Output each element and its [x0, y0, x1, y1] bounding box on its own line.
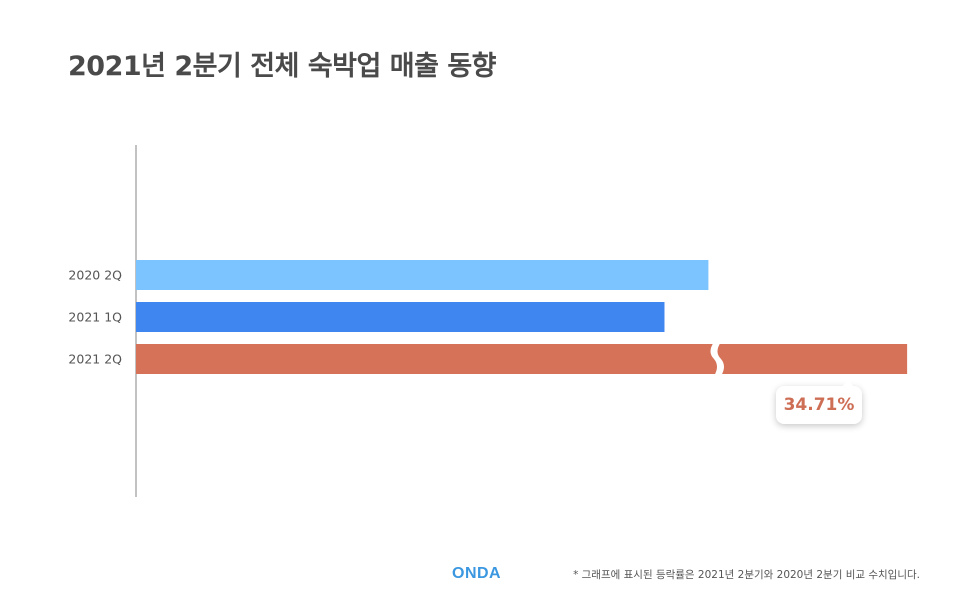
category-label: 2021 2Q — [68, 352, 122, 367]
bar-2020-2q — [136, 260, 709, 290]
axis-break-mark — [710, 342, 724, 376]
change-rate-callout: 34.71% — [776, 378, 862, 424]
category-label: 2020 2Q — [68, 268, 122, 283]
change-rate-value: 34.71% — [783, 395, 855, 415]
footnote: * 그래프에 표시된 등락률은 2021년 2분기와 2020년 2분기 비교 … — [573, 569, 920, 581]
bar-2021-2q — [136, 344, 908, 374]
category-label: 2021 1Q — [68, 310, 122, 325]
bar-2021-1q — [136, 302, 665, 332]
onda-logo: ONDA — [452, 565, 502, 582]
chart-title: 2021년 2분기 전체 숙박업 매출 동향 — [68, 51, 497, 82]
